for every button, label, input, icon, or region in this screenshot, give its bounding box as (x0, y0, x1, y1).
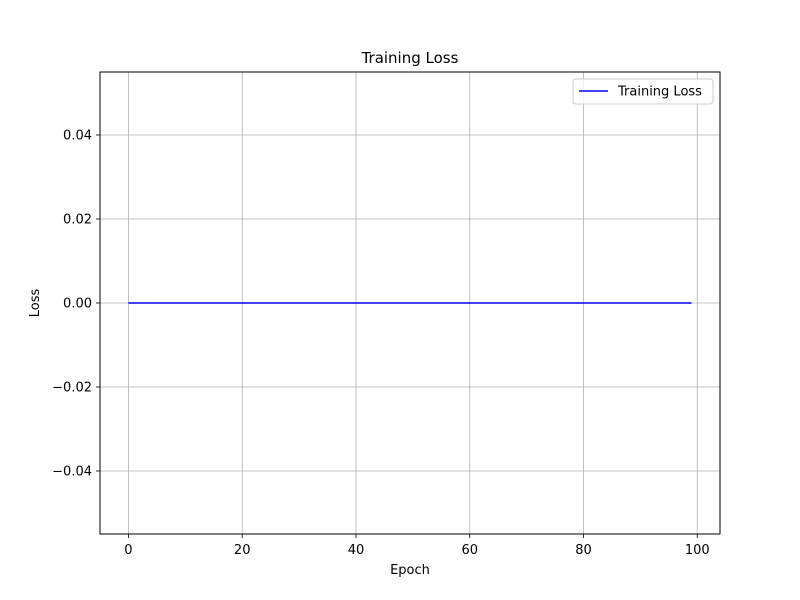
x-tick-label: 0 (124, 543, 132, 558)
x-tick-label: 60 (461, 543, 478, 558)
y-tick-label: −0.02 (52, 381, 92, 396)
legend-label: Training Loss (617, 85, 702, 100)
y-tick-label: 0.04 (63, 129, 92, 144)
legend: Training Loss (572, 78, 714, 105)
y-tick-label: −0.04 (52, 465, 92, 480)
x-axis-label: Epoch (390, 563, 430, 578)
axis-ticks: 0 20 40 60 80 100 −0.04 −0.02 0.00 0.02 0.04 (52, 129, 710, 559)
x-tick-label: 40 (348, 543, 365, 558)
x-tick-label: 80 (575, 543, 592, 558)
x-tick-label: 20 (234, 543, 251, 558)
y-tick-label: 0.02 (63, 213, 92, 228)
legend-box (572, 78, 714, 105)
y-tick-label: 0.00 (63, 297, 92, 312)
chart-title: Training Loss (361, 49, 459, 67)
y-axis-label: Loss (28, 289, 43, 318)
x-tick-label: 100 (685, 543, 710, 558)
